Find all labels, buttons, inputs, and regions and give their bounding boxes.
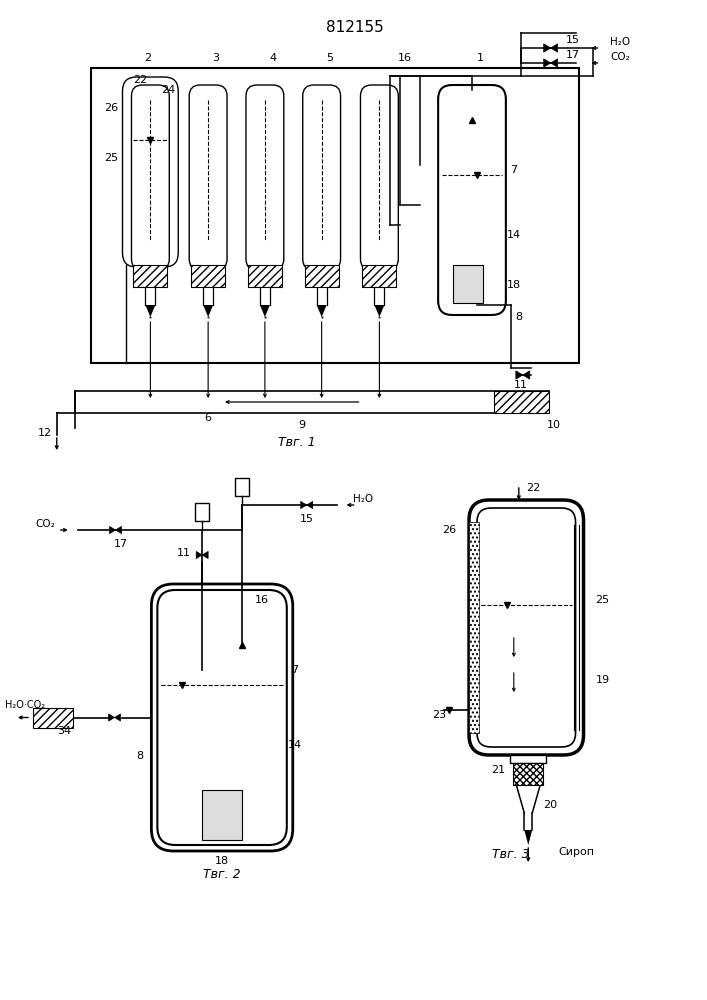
Bar <box>202 790 242 840</box>
Text: 4: 4 <box>269 53 276 63</box>
Text: H₂O: H₂O <box>354 494 373 504</box>
Text: 34: 34 <box>58 726 72 736</box>
Text: 26: 26 <box>105 103 119 113</box>
Text: 19: 19 <box>595 675 609 685</box>
Text: 16: 16 <box>398 53 412 63</box>
Text: 1: 1 <box>477 53 484 63</box>
Bar <box>510 755 547 763</box>
Text: 18: 18 <box>215 856 229 866</box>
Text: 16: 16 <box>255 595 269 605</box>
FancyBboxPatch shape <box>122 77 178 267</box>
FancyBboxPatch shape <box>438 85 506 315</box>
Polygon shape <box>202 551 208 559</box>
Text: Сироп: Сироп <box>558 847 594 857</box>
Bar <box>195 503 209 521</box>
FancyBboxPatch shape <box>151 584 293 851</box>
Polygon shape <box>544 44 551 52</box>
Bar <box>33 708 73 728</box>
Text: 20: 20 <box>543 800 557 810</box>
Bar <box>494 391 549 413</box>
Bar <box>248 265 282 287</box>
Text: 23: 23 <box>432 710 446 720</box>
Bar <box>75 391 549 413</box>
Polygon shape <box>203 305 213 317</box>
Bar <box>363 265 397 287</box>
Polygon shape <box>516 371 522 379</box>
Text: 18: 18 <box>507 280 521 290</box>
Polygon shape <box>260 305 270 317</box>
Text: 7: 7 <box>291 665 298 675</box>
Bar <box>90 68 578 363</box>
Text: 17: 17 <box>113 539 127 549</box>
Text: 14: 14 <box>507 230 521 240</box>
Text: 8: 8 <box>515 312 522 322</box>
Text: 26: 26 <box>442 525 456 535</box>
Text: 812155: 812155 <box>326 20 383 35</box>
Text: 3: 3 <box>213 53 220 63</box>
Polygon shape <box>300 501 307 509</box>
Text: Τвг. 1: Τвг. 1 <box>278 436 315 450</box>
Text: 22: 22 <box>134 75 148 85</box>
Text: 11: 11 <box>514 380 528 390</box>
Text: 5: 5 <box>326 53 333 63</box>
Text: 25: 25 <box>595 595 609 605</box>
Polygon shape <box>375 305 385 317</box>
Polygon shape <box>115 714 120 721</box>
Text: CO₂: CO₂ <box>35 519 54 529</box>
FancyBboxPatch shape <box>303 85 341 270</box>
Bar <box>453 265 483 303</box>
Bar <box>469 522 479 733</box>
FancyBboxPatch shape <box>477 508 575 747</box>
Polygon shape <box>115 526 122 534</box>
Text: 2: 2 <box>144 53 151 63</box>
Text: Τвг. 3: Τвг. 3 <box>492 848 530 861</box>
Polygon shape <box>317 305 327 317</box>
Text: CO₂: CO₂ <box>610 52 630 62</box>
Polygon shape <box>525 830 532 845</box>
Bar <box>134 265 168 287</box>
Polygon shape <box>109 714 115 721</box>
Bar <box>513 763 543 785</box>
Text: 24: 24 <box>161 85 175 95</box>
Bar <box>305 265 339 287</box>
Text: 14: 14 <box>288 740 302 750</box>
Polygon shape <box>544 59 551 67</box>
Text: 15: 15 <box>300 514 314 524</box>
Text: 25: 25 <box>105 153 119 163</box>
Text: 9: 9 <box>298 420 305 430</box>
Text: H₂O: H₂O <box>610 37 631 47</box>
Text: 12: 12 <box>37 428 52 438</box>
Text: 17: 17 <box>566 50 580 60</box>
FancyBboxPatch shape <box>246 85 284 270</box>
Text: 8: 8 <box>136 751 143 761</box>
Polygon shape <box>522 371 530 379</box>
Polygon shape <box>146 305 156 317</box>
Text: 10: 10 <box>547 420 561 430</box>
Text: Τвг. 2: Τвг. 2 <box>204 868 241 882</box>
Bar <box>191 265 225 287</box>
Polygon shape <box>110 526 115 534</box>
FancyBboxPatch shape <box>361 85 398 270</box>
Bar <box>235 478 249 496</box>
FancyBboxPatch shape <box>132 85 169 270</box>
Polygon shape <box>196 551 202 559</box>
FancyBboxPatch shape <box>469 500 583 755</box>
Text: 21: 21 <box>491 765 506 775</box>
Polygon shape <box>307 501 312 509</box>
Text: 11: 11 <box>177 548 191 558</box>
Text: H₂O·CO₂: H₂O·CO₂ <box>5 700 45 710</box>
Text: 6: 6 <box>204 413 211 423</box>
FancyBboxPatch shape <box>189 85 227 270</box>
Text: 7: 7 <box>510 165 518 175</box>
Text: 15: 15 <box>566 35 580 45</box>
Polygon shape <box>551 59 558 67</box>
Text: 22: 22 <box>527 483 541 493</box>
Polygon shape <box>551 44 558 52</box>
FancyBboxPatch shape <box>158 590 287 845</box>
